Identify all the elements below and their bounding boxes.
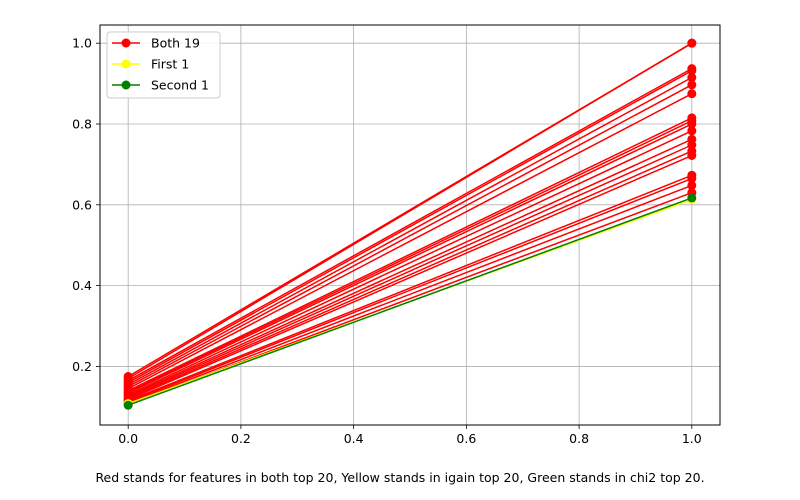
data-point [687,89,697,99]
data-point [687,119,697,129]
series-line [127,197,693,406]
series-line [127,184,693,404]
legend-label: Second 1 [151,78,209,93]
y-tick-label: 1.0 [72,36,92,51]
data-point [687,193,697,203]
data-point [687,73,697,83]
x-tick-label: 0.8 [569,431,589,446]
y-tick-label: 0.6 [72,197,92,212]
legend-marker [121,38,131,48]
series-line [127,138,693,397]
x-axis-ticks: 0.0 0.2 0.4 0.6 0.8 1.0 [118,425,702,446]
legend-marker [121,59,131,69]
series-line [127,67,693,382]
data-point [123,400,133,410]
y-tick-label: 0.4 [72,278,92,293]
data-point [687,180,697,190]
data-point [687,66,697,76]
x-tick-label: 0.0 [118,431,138,446]
y-tick-label: 0.8 [72,116,92,131]
x-tick-label: 1.0 [682,431,702,446]
series-line [127,144,693,398]
figure-caption: Red stands for features in both top 20, … [95,470,705,485]
grid-lines [100,25,720,425]
series-line [127,93,693,390]
y-tick-label: 0.2 [72,359,92,374]
data-point [687,38,697,48]
series-line [127,154,693,401]
legend-label: Both 19 [151,36,200,51]
plot-frame [99,24,721,426]
series-line [127,42,693,380]
series-line [127,150,693,400]
x-tick-label: 0.4 [344,431,364,446]
x-tick-label: 0.6 [456,431,476,446]
legend: Both 19 First 1 Second 1 [106,31,221,99]
data-point [687,151,697,161]
series-line [127,120,693,393]
series-line [127,174,693,402]
series-line [127,177,693,403]
series-line [127,70,693,384]
data-point [687,80,697,90]
series-line [127,76,693,386]
series-line [127,130,693,396]
legend-box [106,31,221,99]
series-lines [123,38,697,410]
legend-marker [121,80,131,90]
legend-label: First 1 [151,57,189,72]
series-line [127,117,693,392]
series-line [127,123,693,394]
x-tick-label: 0.2 [231,431,251,446]
data-point [687,126,697,136]
y-axis-ticks: 0.2 0.4 0.6 0.8 1.0 [72,36,100,374]
data-point [687,174,697,184]
series-line [127,84,693,388]
